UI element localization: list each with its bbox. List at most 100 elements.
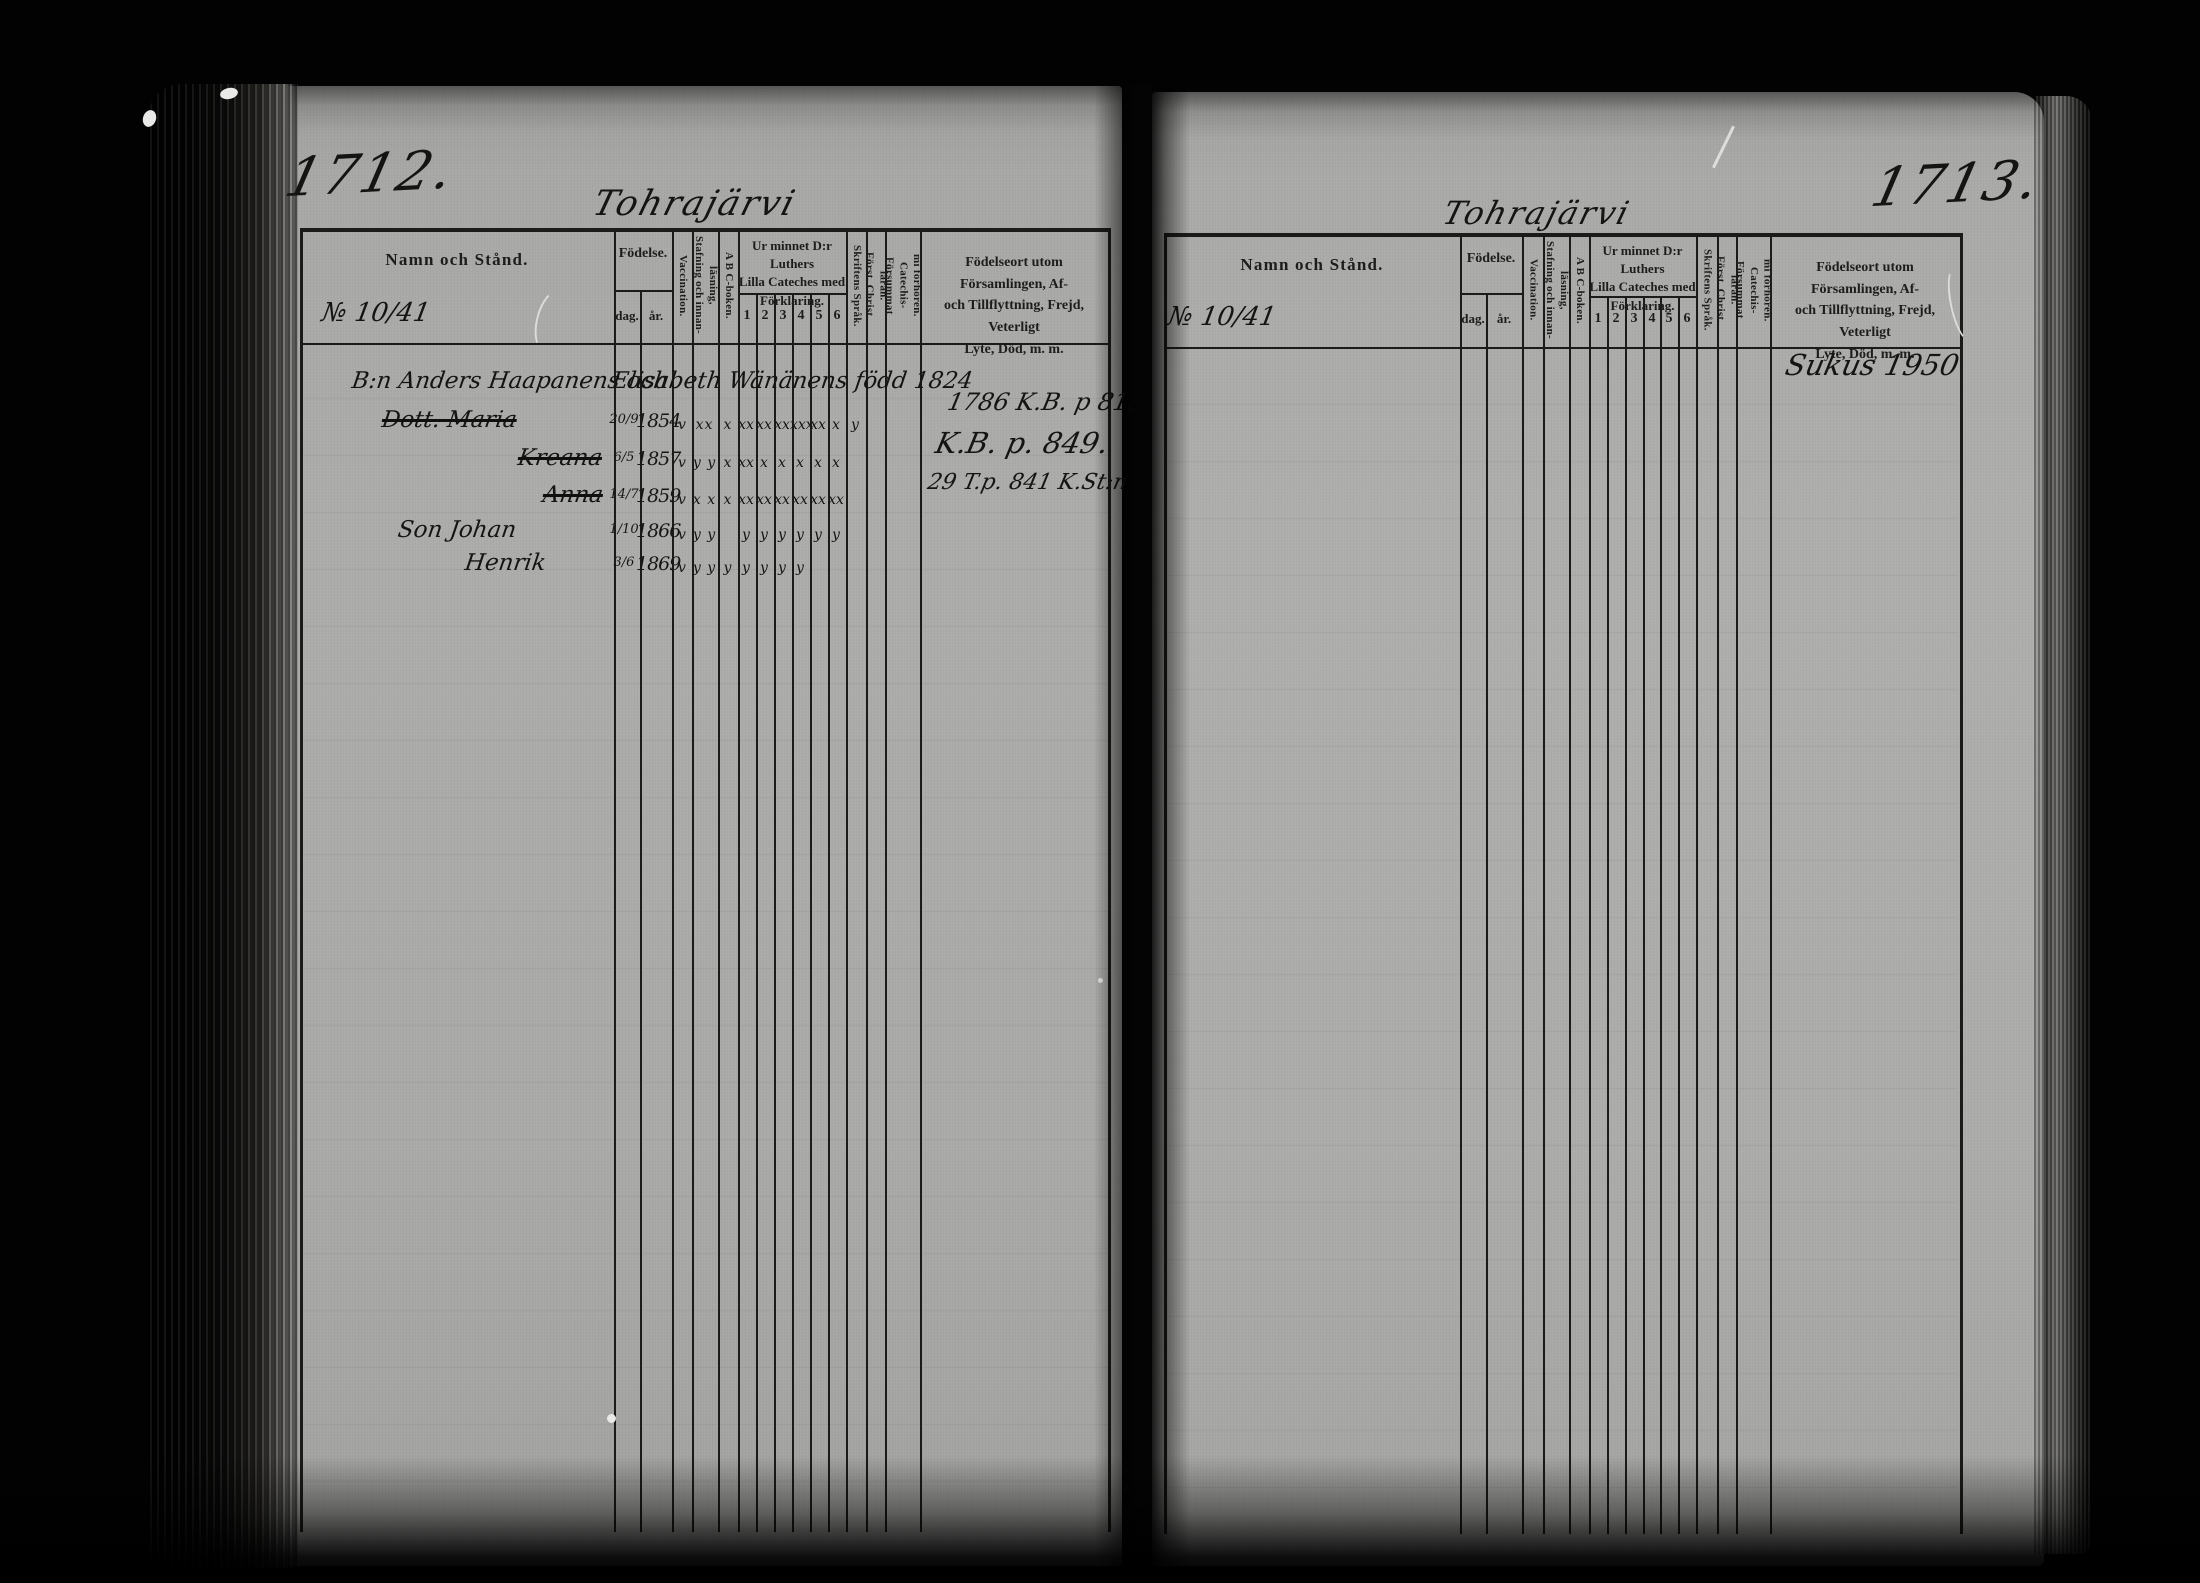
entry-name: Dott. Maria <box>380 407 519 433</box>
cell-vaccination: v <box>678 417 686 433</box>
column-header-catechism-6: 6 <box>833 308 841 323</box>
cell-catechism-2: xx <box>756 492 772 508</box>
grid-line <box>828 293 830 1532</box>
cell-catechism-1: y <box>742 527 750 543</box>
grid-line <box>1589 233 1591 1534</box>
entry-name: Kreana <box>516 445 604 471</box>
column-header-catechism-5: 5 <box>815 308 823 323</box>
grid-line <box>672 228 674 1532</box>
column-header-catechism: Ur minnet D:r Luthers Lilla Cateches med… <box>1589 243 1696 313</box>
column-header-missed-exams: Försummat Catechis- mi förhören. <box>883 234 924 337</box>
grid-line <box>846 228 848 1532</box>
cell-catechism-3: xx <box>774 492 790 508</box>
faint-ruling-left <box>302 398 1108 1508</box>
grid-line <box>1543 233 1545 1534</box>
cell-abc: x <box>723 492 732 508</box>
right-page-paper <box>1152 92 2044 1566</box>
column-header-birth-year: år. <box>648 308 664 323</box>
left-page-edge-texture <box>148 84 298 1568</box>
grid-line <box>1660 296 1662 1534</box>
left-page-paper <box>232 86 1122 1566</box>
column-header-birth-year: år. <box>1496 311 1512 326</box>
cell-vaccination: v <box>678 492 686 508</box>
grid-line <box>1643 296 1645 1534</box>
cell-spelling: y y <box>692 560 717 576</box>
page-number-left: 1712. <box>279 137 462 210</box>
column-header-vaccination: Vaccination. <box>672 234 692 337</box>
grid-line <box>1522 233 1524 1534</box>
cell-vaccination: v <box>678 455 686 471</box>
catechism-subdivider <box>1589 296 1696 298</box>
cell-birth-day: 3/6 <box>613 555 635 570</box>
column-header-scripture: Skriftens Språk. <box>846 234 866 337</box>
table-row: Kreana 6/5 1857 v y y x xx x x x x x <box>0 445 2200 489</box>
entry-continuation: Elisabeth Wänänens född 1824 <box>610 368 975 394</box>
cell-catechism-5: xx <box>810 417 826 433</box>
cell-catechism-1: xx <box>738 492 754 508</box>
column-header-christianity: Först. Christ. läran. <box>864 234 890 337</box>
grid-line <box>1736 233 1738 1534</box>
cell-catechism-5: xx <box>810 492 826 508</box>
grid-line <box>1770 233 1772 1534</box>
parish-title-left: Tohrajärvi <box>588 184 801 224</box>
table-top-border <box>1164 233 1960 237</box>
cell-catechism-4: xx <box>792 492 808 508</box>
column-header-christianity-text: Först. Christ. läran. <box>863 251 890 320</box>
cell-spelling: x x <box>692 492 717 508</box>
cell-catechism-6: y <box>832 527 840 543</box>
cell-catechism-6: xx <box>828 492 844 508</box>
note-line: K.B. p. 849. <box>932 426 1112 460</box>
column-header-catechism-2: 2 <box>1612 311 1620 326</box>
table-top-border <box>300 228 1108 232</box>
cell-birth-year: 1866 <box>636 520 681 542</box>
page-number-right: 1713. <box>1865 147 2048 220</box>
grid-line <box>300 228 303 1532</box>
bottom-shadow <box>0 1455 2200 1583</box>
grid-line <box>692 228 694 1532</box>
faint-ruling-right <box>1166 404 1958 1510</box>
cell-catechism-4: x <box>796 455 804 471</box>
column-header-catechism-5: 5 <box>1665 311 1673 326</box>
column-header-missed-exams-text: Försummat Catechis- mi förhören. <box>883 254 924 317</box>
birth-subdivider <box>614 290 672 292</box>
column-header-abc-book-text: A B C-boken. <box>722 252 735 319</box>
column-header-catechism: Ur minnet D:r Luthers Lilla Cateches med… <box>738 238 846 308</box>
cell-vaccination: v <box>678 560 686 576</box>
column-header-scripture: Skriftens Språk. <box>1696 239 1717 341</box>
entry-name: Son Johan <box>396 517 518 543</box>
cell-catechism-3: y <box>778 560 786 576</box>
grid-line <box>1486 293 1488 1534</box>
grid-line <box>614 228 616 1532</box>
column-header-vaccination-text: Vaccination. <box>676 254 689 317</box>
table-row: Dott. Maria 20/9 1854 v xx x xx xx xx xx… <box>0 407 2200 451</box>
column-header-vaccination: Vaccination. <box>1522 239 1543 341</box>
cell-birth-year: 1854 <box>636 410 681 432</box>
grid-line <box>1569 233 1571 1534</box>
column-header-christianity-text: Först. Christ. läran. <box>1714 256 1741 324</box>
column-header-birth: Födelse. <box>618 246 668 261</box>
column-header-catechism-6: 6 <box>1683 311 1691 326</box>
cell-spelling: y y <box>692 455 717 471</box>
cell-catechism-3: y <box>778 527 786 543</box>
cell-birth-year: 1857 <box>636 448 681 470</box>
cell-birth-day: 1/10 <box>609 522 639 537</box>
cell-catechism-4: xxx <box>790 417 814 433</box>
column-header-christianity: Först. Christ. läran. <box>1715 239 1741 341</box>
table-header-divider <box>1164 347 1960 349</box>
grid-line <box>1717 233 1719 1534</box>
cell-spelling: y y <box>692 527 717 543</box>
cell-catechism-3: x <box>778 455 786 471</box>
column-header-catechism-2: 2 <box>761 308 769 323</box>
grid-line <box>810 293 812 1532</box>
grid-line <box>1625 296 1627 1534</box>
note-line: Sukus 1950 <box>1782 348 1963 382</box>
cell-catechism-2: y <box>760 560 768 576</box>
cell-abc: x <box>723 455 732 471</box>
cell-catechism-5: x <box>814 455 822 471</box>
entry-name: Henrik <box>463 550 548 576</box>
parish-title-right: Tohrajärvi <box>1438 194 1635 232</box>
table-header-divider <box>300 343 1108 345</box>
grid-line <box>1960 233 1963 1534</box>
cell-birth-day: 14/7 <box>609 487 639 502</box>
column-header-birth: Födelse. <box>1466 251 1516 266</box>
